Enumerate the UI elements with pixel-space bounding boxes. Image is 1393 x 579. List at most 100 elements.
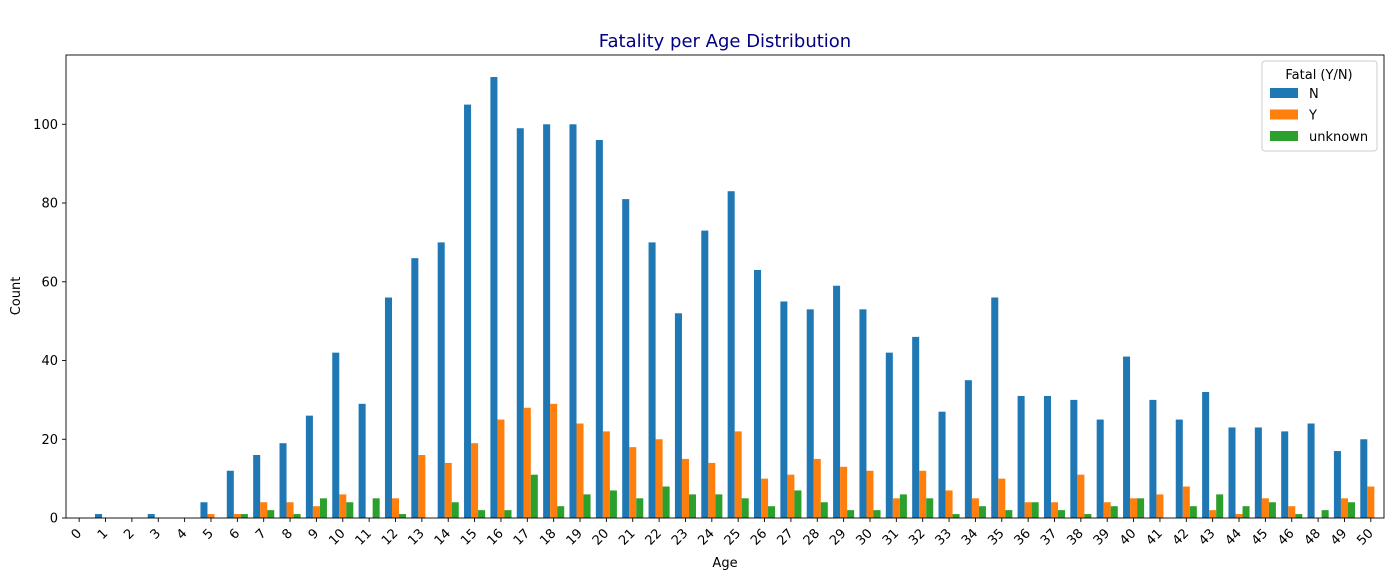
bar-N-35	[991, 297, 999, 518]
x-tick-label: 34	[959, 526, 981, 548]
x-tick-label: 0	[69, 526, 85, 542]
legend-label-Y: Y	[1308, 109, 1317, 124]
legend-label-unknown: unknown	[1309, 130, 1368, 145]
bar-Y-14	[444, 462, 452, 518]
bar-Y-28	[813, 458, 821, 518]
x-tick-label: 18	[537, 526, 559, 548]
x-tick-label: 33	[933, 526, 955, 548]
bar-unknown-46	[1295, 514, 1303, 518]
x-tick-label: 49	[1328, 526, 1350, 548]
x-tick-label: 48	[1302, 526, 1324, 548]
x-tick-label: 6	[227, 526, 243, 542]
bar-N-45	[1254, 427, 1262, 518]
bar-Y-43	[1209, 510, 1217, 518]
x-tick-label: 35	[985, 526, 1007, 548]
bar-N-43	[1202, 392, 1210, 518]
bar-Y-10	[339, 494, 347, 518]
bar-unknown-28	[820, 502, 828, 518]
bar-Y-46	[1288, 506, 1296, 518]
bar-unknown-44	[1242, 506, 1250, 518]
bar-Y-35	[998, 478, 1006, 518]
bar-Y-23	[681, 458, 689, 518]
bar-unknown-27	[794, 490, 802, 518]
x-tick-label: 25	[722, 526, 744, 548]
x-tick-label: 38	[1064, 526, 1086, 548]
bar-N-36	[1017, 395, 1025, 518]
bar-Y-41	[1156, 494, 1164, 518]
bar-unknown-33	[952, 514, 960, 518]
bars-group	[95, 77, 1375, 519]
bar-N-50	[1360, 439, 1368, 518]
bar-unknown-31	[899, 494, 907, 518]
bar-Y-45	[1261, 498, 1269, 518]
bar-N-30	[859, 309, 867, 518]
bar-Y-40	[1130, 498, 1138, 518]
x-tick-label: 23	[669, 526, 691, 548]
x-tick-label: 24	[695, 526, 717, 548]
bar-Y-33	[945, 490, 953, 518]
y-tick-label: 0	[50, 512, 58, 527]
bar-Y-42	[1182, 486, 1190, 518]
bar-unknown-25	[741, 498, 749, 518]
x-tick-label: 9	[306, 526, 322, 542]
bar-unknown-19	[583, 494, 591, 518]
bar-N-3	[147, 514, 155, 518]
bar-Y-31	[892, 498, 900, 518]
bar-N-23	[674, 313, 682, 518]
bar-N-48	[1307, 423, 1315, 518]
bar-N-41	[1149, 399, 1157, 518]
bar-unknown-14	[451, 502, 459, 518]
bar-unknown-17	[530, 474, 538, 518]
x-tick-label: 20	[590, 526, 612, 548]
bar-Y-12	[391, 498, 400, 518]
bar-N-11	[358, 403, 366, 518]
x-tick-label: 36	[1012, 526, 1034, 548]
legend-swatch-unknown	[1270, 131, 1298, 141]
x-tick-label: 44	[1223, 526, 1245, 548]
x-tick-label: 3	[148, 526, 164, 542]
x-tick-label: 2	[121, 526, 137, 542]
bar-unknown-18	[557, 506, 565, 518]
bar-unknown-21	[636, 498, 644, 518]
chart-title: Fatality per Age Distribution	[599, 31, 851, 52]
x-axis-label: Age	[712, 556, 737, 571]
bar-Y-44	[1235, 514, 1243, 518]
bar-N-32	[912, 336, 920, 518]
bar-N-7	[253, 455, 261, 518]
bar-N-5	[200, 502, 208, 518]
bar-N-34	[964, 380, 972, 518]
legend-label-N: N	[1309, 87, 1319, 102]
x-tick-label: 39	[1091, 526, 1113, 548]
x-tick-label: 43	[1196, 526, 1218, 548]
bar-Y-6	[233, 514, 241, 518]
legend-swatch-Y	[1270, 109, 1298, 120]
bar-N-49	[1333, 451, 1341, 518]
bar-N-42	[1175, 419, 1183, 518]
x-tick-label: 11	[353, 526, 375, 548]
bar-N-25	[727, 191, 735, 518]
bar-unknown-9	[319, 498, 327, 518]
bar-N-37	[1043, 395, 1051, 518]
x-tick-label: 28	[801, 526, 823, 548]
bar-Y-34	[971, 498, 979, 518]
bar-unknown-37	[1058, 510, 1066, 518]
bar-N-22	[648, 242, 656, 518]
bar-N-18	[543, 124, 551, 518]
bar-N-26	[754, 269, 762, 518]
y-tick-label: 40	[41, 354, 58, 369]
y-tick-label: 100	[33, 118, 58, 133]
x-tick-label: 15	[458, 526, 480, 548]
bar-unknown-49	[1347, 502, 1355, 518]
x-tick-label: 22	[643, 526, 665, 548]
x-tick-label: 12	[379, 526, 401, 548]
bar-Y-7	[260, 502, 268, 518]
bar-Y-50	[1367, 486, 1375, 518]
bar-unknown-38	[1084, 514, 1092, 518]
bar-Y-19	[576, 423, 584, 518]
y-tick-label: 80	[41, 197, 58, 212]
bar-N-38	[1070, 399, 1078, 518]
bar-N-40	[1123, 356, 1131, 518]
bar-N-39	[1096, 419, 1104, 518]
bar-unknown-26	[768, 506, 776, 518]
